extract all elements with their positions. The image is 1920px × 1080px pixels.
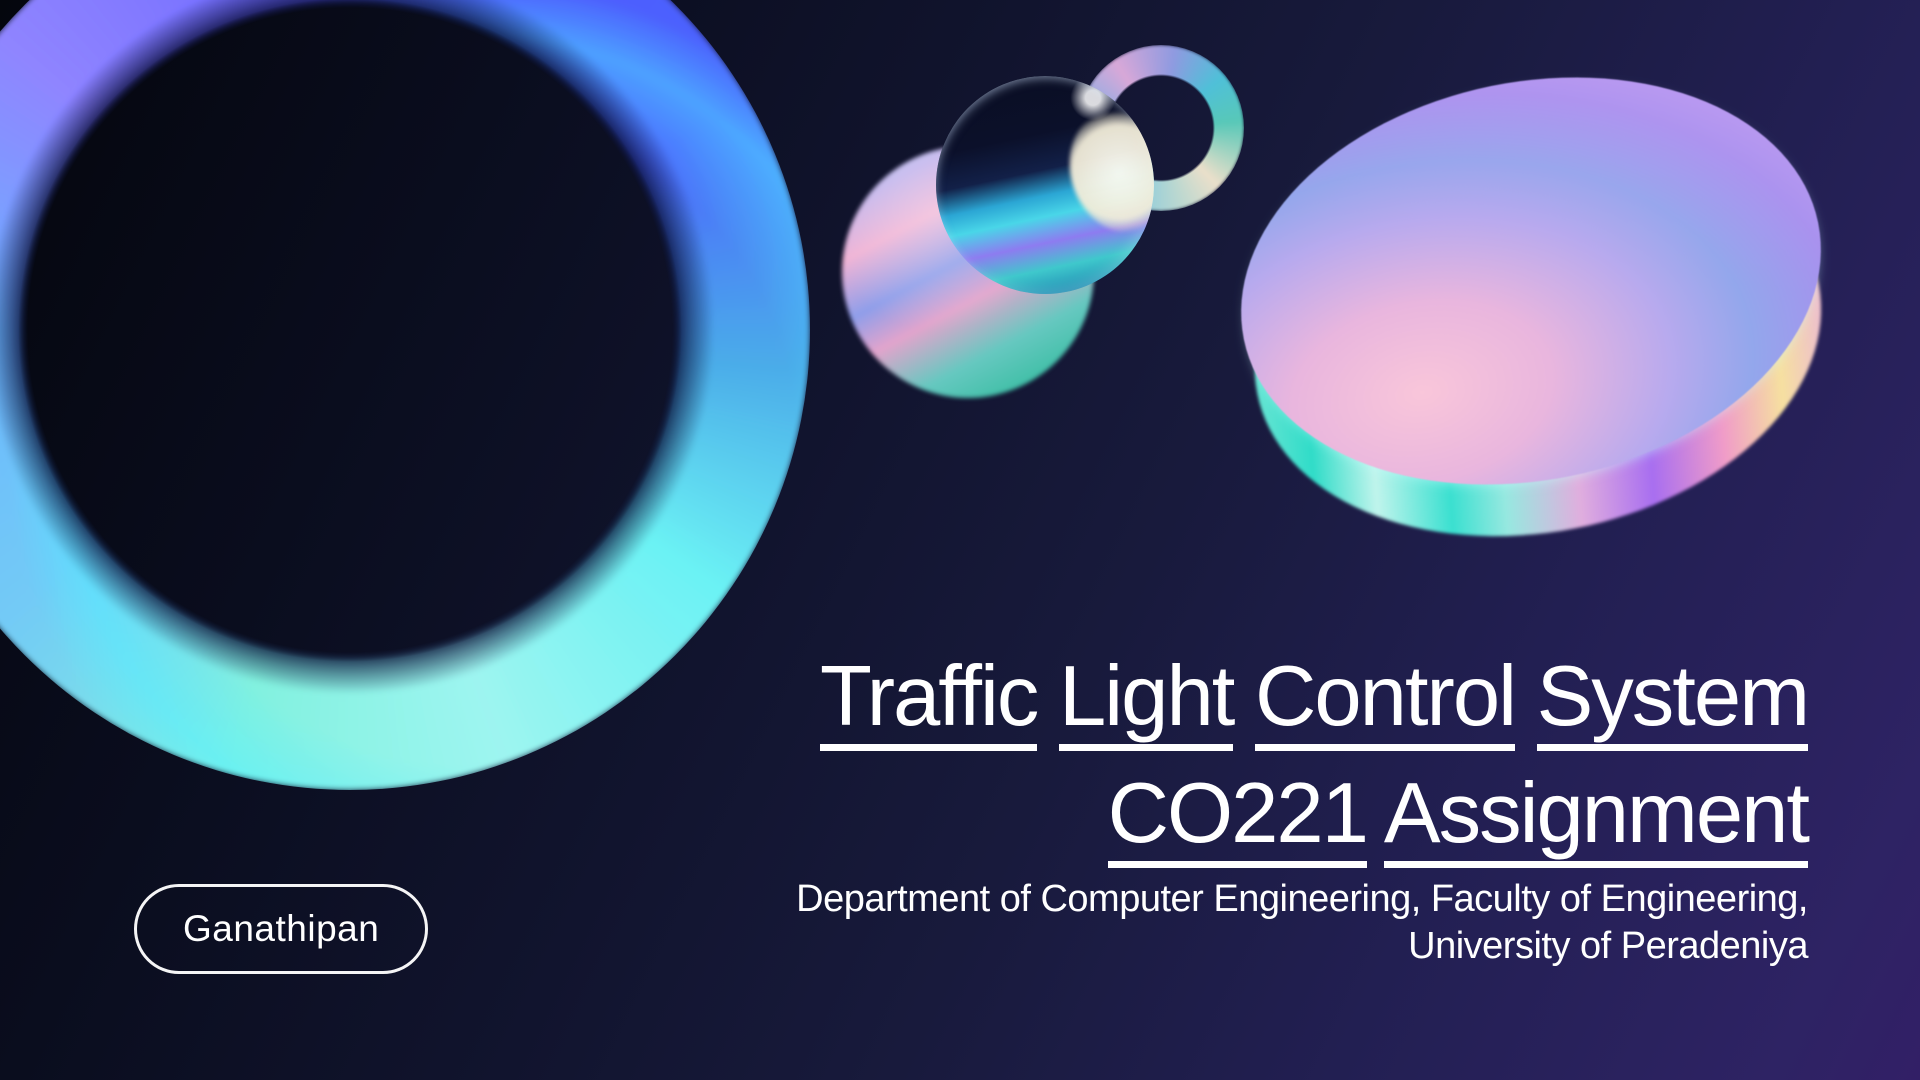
title-block: Traffic Light Control System CO221 Assig… [796,638,1810,970]
slide-title-line1: Traffic Light Control System [796,638,1810,755]
author-badge: Ganathipan [134,884,429,974]
holographic-disc [1204,27,1858,584]
slide-title-line2: CO221 Assignment [796,755,1810,872]
slide-subtitle-line2: University of Peradeniya [1408,925,1808,967]
slide-subtitle-line1: Department of Computer Engineering, Facu… [796,878,1808,920]
holographic-torus [0,0,810,790]
refraction-highlight [1054,99,1154,245]
glass-sphere [936,76,1154,294]
author-name: Ganathipan [183,908,380,949]
